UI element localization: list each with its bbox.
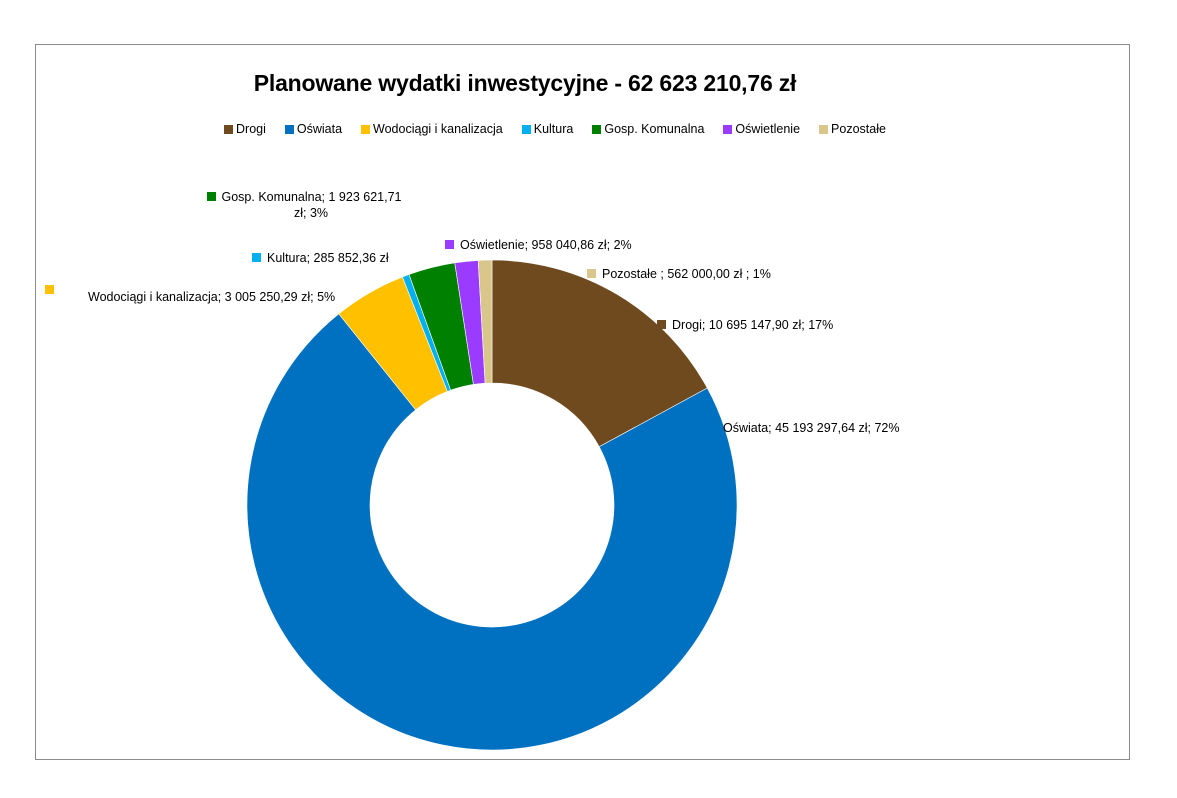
- label-swatch-pozostale: [587, 269, 596, 278]
- data-label-gosp: Gosp. Komunalna; 1 923 621,71 zł; 3%: [194, 189, 414, 221]
- label-swatch-kultura: [252, 253, 261, 262]
- legend-label: Wodociągi i kanalizacja: [373, 122, 503, 136]
- legend-swatch-kultura: [521, 124, 531, 134]
- legend-swatch-wodociagi: [361, 124, 371, 134]
- legend-swatch-gosp: [592, 124, 602, 134]
- legend-item-oswietlenie: Oświetlenie: [723, 122, 800, 136]
- legend-swatch-pozostale: [819, 124, 829, 134]
- data-label-pozostale: Pozostałe ; 562 000,00 zł ; 1%: [587, 266, 771, 282]
- chart-legend: Drogi Oświata Wodociągi i kanalizacja Ku…: [224, 122, 905, 136]
- legend-item-kultura: Kultura: [521, 122, 574, 136]
- data-label-wodociagi-swatch: [45, 282, 60, 298]
- legend-swatch-oswiata: [284, 124, 294, 134]
- legend-label: Pozostałe: [831, 122, 886, 136]
- legend-label: Gosp. Komunalna: [604, 122, 705, 136]
- legend-swatch-drogi: [224, 124, 233, 134]
- data-label-kultura: Kultura; 285 852,36 zł: [252, 250, 389, 266]
- label-swatch-oswietlenie: [445, 240, 454, 249]
- legend-swatch-oswietlenie: [723, 124, 733, 134]
- legend-item-pozostale: Pozostałe: [819, 122, 886, 136]
- data-label-wodociagi: Wodociągi i kanalizacja; 3 005 250,29 zł…: [88, 289, 335, 305]
- label-text: Kultura; 285 852,36 zł: [267, 251, 389, 265]
- label-swatch-drogi: [657, 320, 666, 329]
- legend-label: Oświetlenie: [735, 122, 801, 136]
- legend-item-wodociagi: Wodociągi i kanalizacja: [361, 122, 503, 136]
- legend-item-gosp: Gosp. Komunalna: [592, 122, 704, 136]
- legend-item-oswiata: Oświata: [284, 122, 343, 136]
- label-swatch-gosp: [206, 192, 216, 201]
- slice-drogi: [491, 259, 708, 448]
- slice-oswiata: [246, 313, 738, 751]
- label-text: Oświata; 45 193 297,64 zł; 72%: [723, 421, 900, 435]
- label-text: Drogi; 10 695 147,90 zł; 17%: [672, 318, 834, 332]
- label-swatch-wodociagi: [45, 285, 54, 294]
- legend-label: Kultura: [533, 122, 574, 136]
- data-label-oswietlenie: Oświetlenie; 958 040,86 zł; 2%: [445, 237, 632, 253]
- label-text: Oświetlenie; 958 040,86 zł; 2%: [460, 238, 632, 252]
- legend-item-drogi: Drogi: [224, 122, 266, 136]
- label-text: zł; 3%: [293, 206, 329, 220]
- legend-label: Drogi: [236, 122, 266, 136]
- label-text: Wodociągi i kanalizacja; 3 005 250,29 zł…: [88, 290, 336, 304]
- data-label-drogi: Drogi; 10 695 147,90 zł; 17%: [657, 317, 833, 333]
- label-text: Pozostałe ; 562 000,00 zł ; 1%: [602, 267, 771, 281]
- legend-label: Oświata: [296, 122, 343, 136]
- label-text: Gosp. Komunalna; 1 923 621,71: [221, 190, 402, 204]
- slice-pozostale: [477, 259, 493, 384]
- chart-title: Planowane wydatki inwestycyjne - 62 623 …: [253, 70, 797, 96]
- data-label-oswiata: Oświata; 45 193 297,64 zł; 72%: [723, 420, 900, 436]
